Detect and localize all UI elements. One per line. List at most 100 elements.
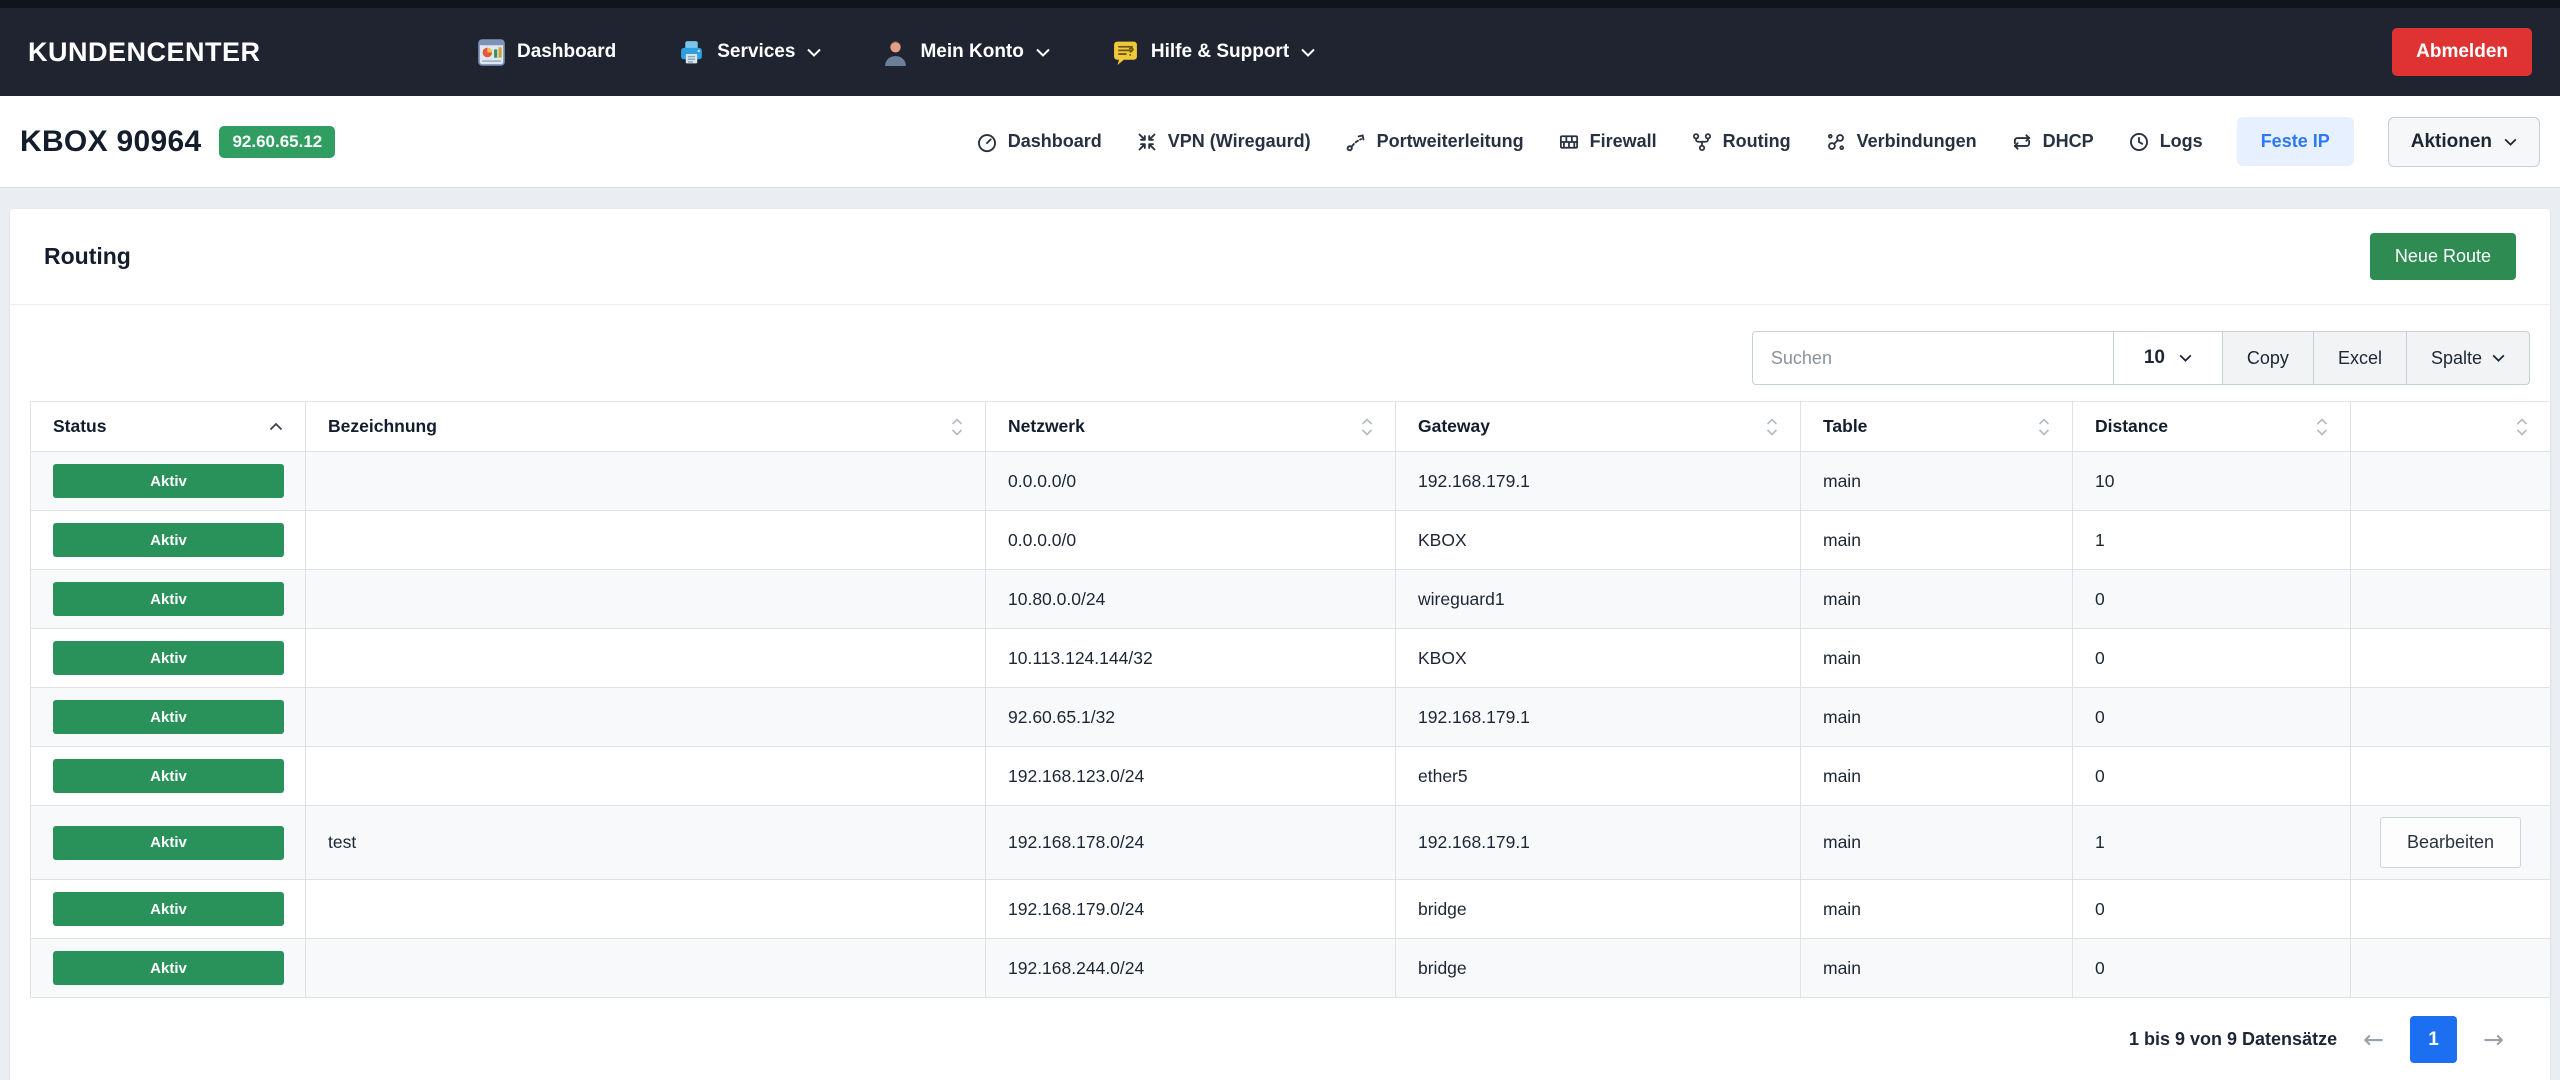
cell-action — [2351, 747, 2551, 806]
status-badge: Aktiv — [53, 523, 284, 557]
cell-gateway: bridge — [1396, 880, 1801, 939]
page-size-select[interactable]: 10 — [2113, 331, 2223, 385]
status-badge: Aktiv — [53, 641, 284, 675]
dashboard-app-icon — [478, 39, 505, 66]
cell-netzwerk: 192.168.123.0/24 — [986, 747, 1396, 806]
sort-icon — [2038, 418, 2050, 436]
nav-hilfe-support-label: Hilfe & Support — [1151, 41, 1289, 63]
sort-icon — [2516, 418, 2528, 436]
device-bar: KBOX 90964 92.60.65.12 Dashboard VPN (Wi… — [0, 96, 2560, 188]
device-tabs: Dashboard VPN (Wiregaurd) Portweiterleit… — [976, 117, 2540, 167]
spalte-button[interactable]: Spalte — [2406, 331, 2530, 385]
cell-action — [2351, 939, 2551, 998]
cell-distance: 0 — [2073, 629, 2351, 688]
table-controls: 10 Copy Excel Spalte — [10, 305, 2550, 401]
cell-netzwerk: 10.80.0.0/24 — [986, 570, 1396, 629]
table-row: Aktiv 192.168.244.0/24 bridge main 0 — [31, 939, 2551, 998]
col-gateway[interactable]: Gateway — [1396, 402, 1801, 452]
nav-dashboard-label: Dashboard — [517, 41, 616, 63]
cell-table: main — [1801, 570, 2073, 629]
table-row: Aktiv 10.80.0.0/24 wireguard1 main 0 — [31, 570, 2551, 629]
cell-distance: 0 — [2073, 939, 2351, 998]
feste-ip-pill[interactable]: Feste IP — [2237, 117, 2354, 166]
col-distance[interactable]: Distance — [2073, 402, 2351, 452]
cell-action — [2351, 688, 2551, 747]
repeat-icon — [2011, 131, 2033, 153]
cell-netzwerk: 192.168.179.0/24 — [986, 880, 1396, 939]
nodes-icon — [1825, 131, 1847, 153]
status-badge: Aktiv — [53, 951, 284, 985]
chevron-down-icon — [2504, 138, 2517, 146]
col-bezeichnung[interactable]: Bezeichnung — [306, 402, 986, 452]
cell-action — [2351, 511, 2551, 570]
new-route-button[interactable]: Neue Route — [2370, 233, 2516, 280]
cell-bezeichnung — [306, 939, 986, 998]
cell-distance: 0 — [2073, 747, 2351, 806]
cell-bezeichnung — [306, 629, 986, 688]
cell-distance: 0 — [2073, 880, 2351, 939]
cell-netzwerk: 0.0.0.0/0 — [986, 452, 1396, 511]
cell-netzwerk: 0.0.0.0/0 — [986, 511, 1396, 570]
cell-table: main — [1801, 511, 2073, 570]
topbar: KUNDENCENTER Dashboard Services — [0, 8, 2560, 96]
cell-gateway: KBOX — [1396, 629, 1801, 688]
col-actions[interactable] — [2351, 402, 2551, 452]
chevron-down-icon — [807, 48, 821, 57]
current-page-button[interactable]: 1 — [2410, 1016, 2457, 1063]
prev-page-arrow-icon[interactable]: ← — [2363, 1027, 2384, 1052]
status-badge: Aktiv — [53, 892, 284, 926]
cell-table: main — [1801, 880, 2073, 939]
edit-button[interactable]: Bearbeiten — [2380, 817, 2521, 868]
status-badge: Aktiv — [53, 700, 284, 734]
sort-icon — [1361, 418, 1373, 436]
status-badge: Aktiv — [53, 826, 284, 860]
tab-routing[interactable]: Routing — [1691, 131, 1791, 153]
excel-button[interactable]: Excel — [2313, 331, 2407, 385]
cell-gateway: KBOX — [1396, 511, 1801, 570]
top-nav: Dashboard Services Mein Konto — [478, 39, 1315, 66]
nav-services[interactable]: Services — [678, 39, 821, 66]
aktionen-button[interactable]: Aktionen — [2388, 117, 2540, 167]
cell-action — [2351, 452, 2551, 511]
device-title: KBOX 90964 — [20, 125, 201, 159]
page-title: Routing — [44, 243, 131, 270]
cell-gateway: 192.168.179.1 — [1396, 452, 1801, 511]
search-input[interactable] — [1752, 331, 2114, 385]
brick-wall-icon — [1558, 131, 1580, 153]
table-header-row: Status Bezeichnung Netzwerk Gateway Tabl… — [31, 402, 2551, 452]
cell-table: main — [1801, 747, 2073, 806]
tab-firewall[interactable]: Firewall — [1558, 131, 1657, 153]
nav-mein-konto[interactable]: Mein Konto — [883, 39, 1049, 66]
tab-vpn-wireguard[interactable]: VPN (Wiregaurd) — [1136, 131, 1311, 153]
next-page-arrow-icon[interactable]: → — [2483, 1027, 2504, 1052]
nav-hilfe-support[interactable]: Hilfe & Support — [1112, 39, 1315, 66]
cell-table: main — [1801, 806, 2073, 880]
cell-distance: 10 — [2073, 452, 2351, 511]
help-chat-icon — [1112, 39, 1139, 66]
tab-dashboard[interactable]: Dashboard — [976, 131, 1102, 153]
copy-button[interactable]: Copy — [2222, 331, 2314, 385]
cell-bezeichnung — [306, 880, 986, 939]
cell-bezeichnung — [306, 688, 986, 747]
col-status[interactable]: Status — [31, 402, 306, 452]
cell-bezeichnung: test — [306, 806, 986, 880]
window-top-strip — [0, 0, 2560, 8]
cell-table: main — [1801, 629, 2073, 688]
tab-verbindungen[interactable]: Verbindungen — [1825, 131, 1977, 153]
cell-netzwerk: 192.168.244.0/24 — [986, 939, 1396, 998]
table-row: Aktiv test 192.168.178.0/24 192.168.179.… — [31, 806, 2551, 880]
logout-button[interactable]: Abmelden — [2392, 28, 2532, 76]
sort-icon — [2316, 418, 2328, 436]
col-netzwerk[interactable]: Netzwerk — [986, 402, 1396, 452]
cell-bezeichnung — [306, 570, 986, 629]
tab-portweiterleitung[interactable]: Portweiterleitung — [1345, 131, 1524, 153]
status-badge: Aktiv — [53, 582, 284, 616]
nav-dashboard[interactable]: Dashboard — [478, 39, 616, 66]
cell-bezeichnung — [306, 452, 986, 511]
user-icon — [883, 39, 908, 66]
cell-netzwerk: 192.168.178.0/24 — [986, 806, 1396, 880]
tab-dhcp[interactable]: DHCP — [2011, 131, 2094, 153]
clock-icon — [2128, 131, 2150, 153]
col-table[interactable]: Table — [1801, 402, 2073, 452]
tab-logs[interactable]: Logs — [2128, 131, 2203, 153]
